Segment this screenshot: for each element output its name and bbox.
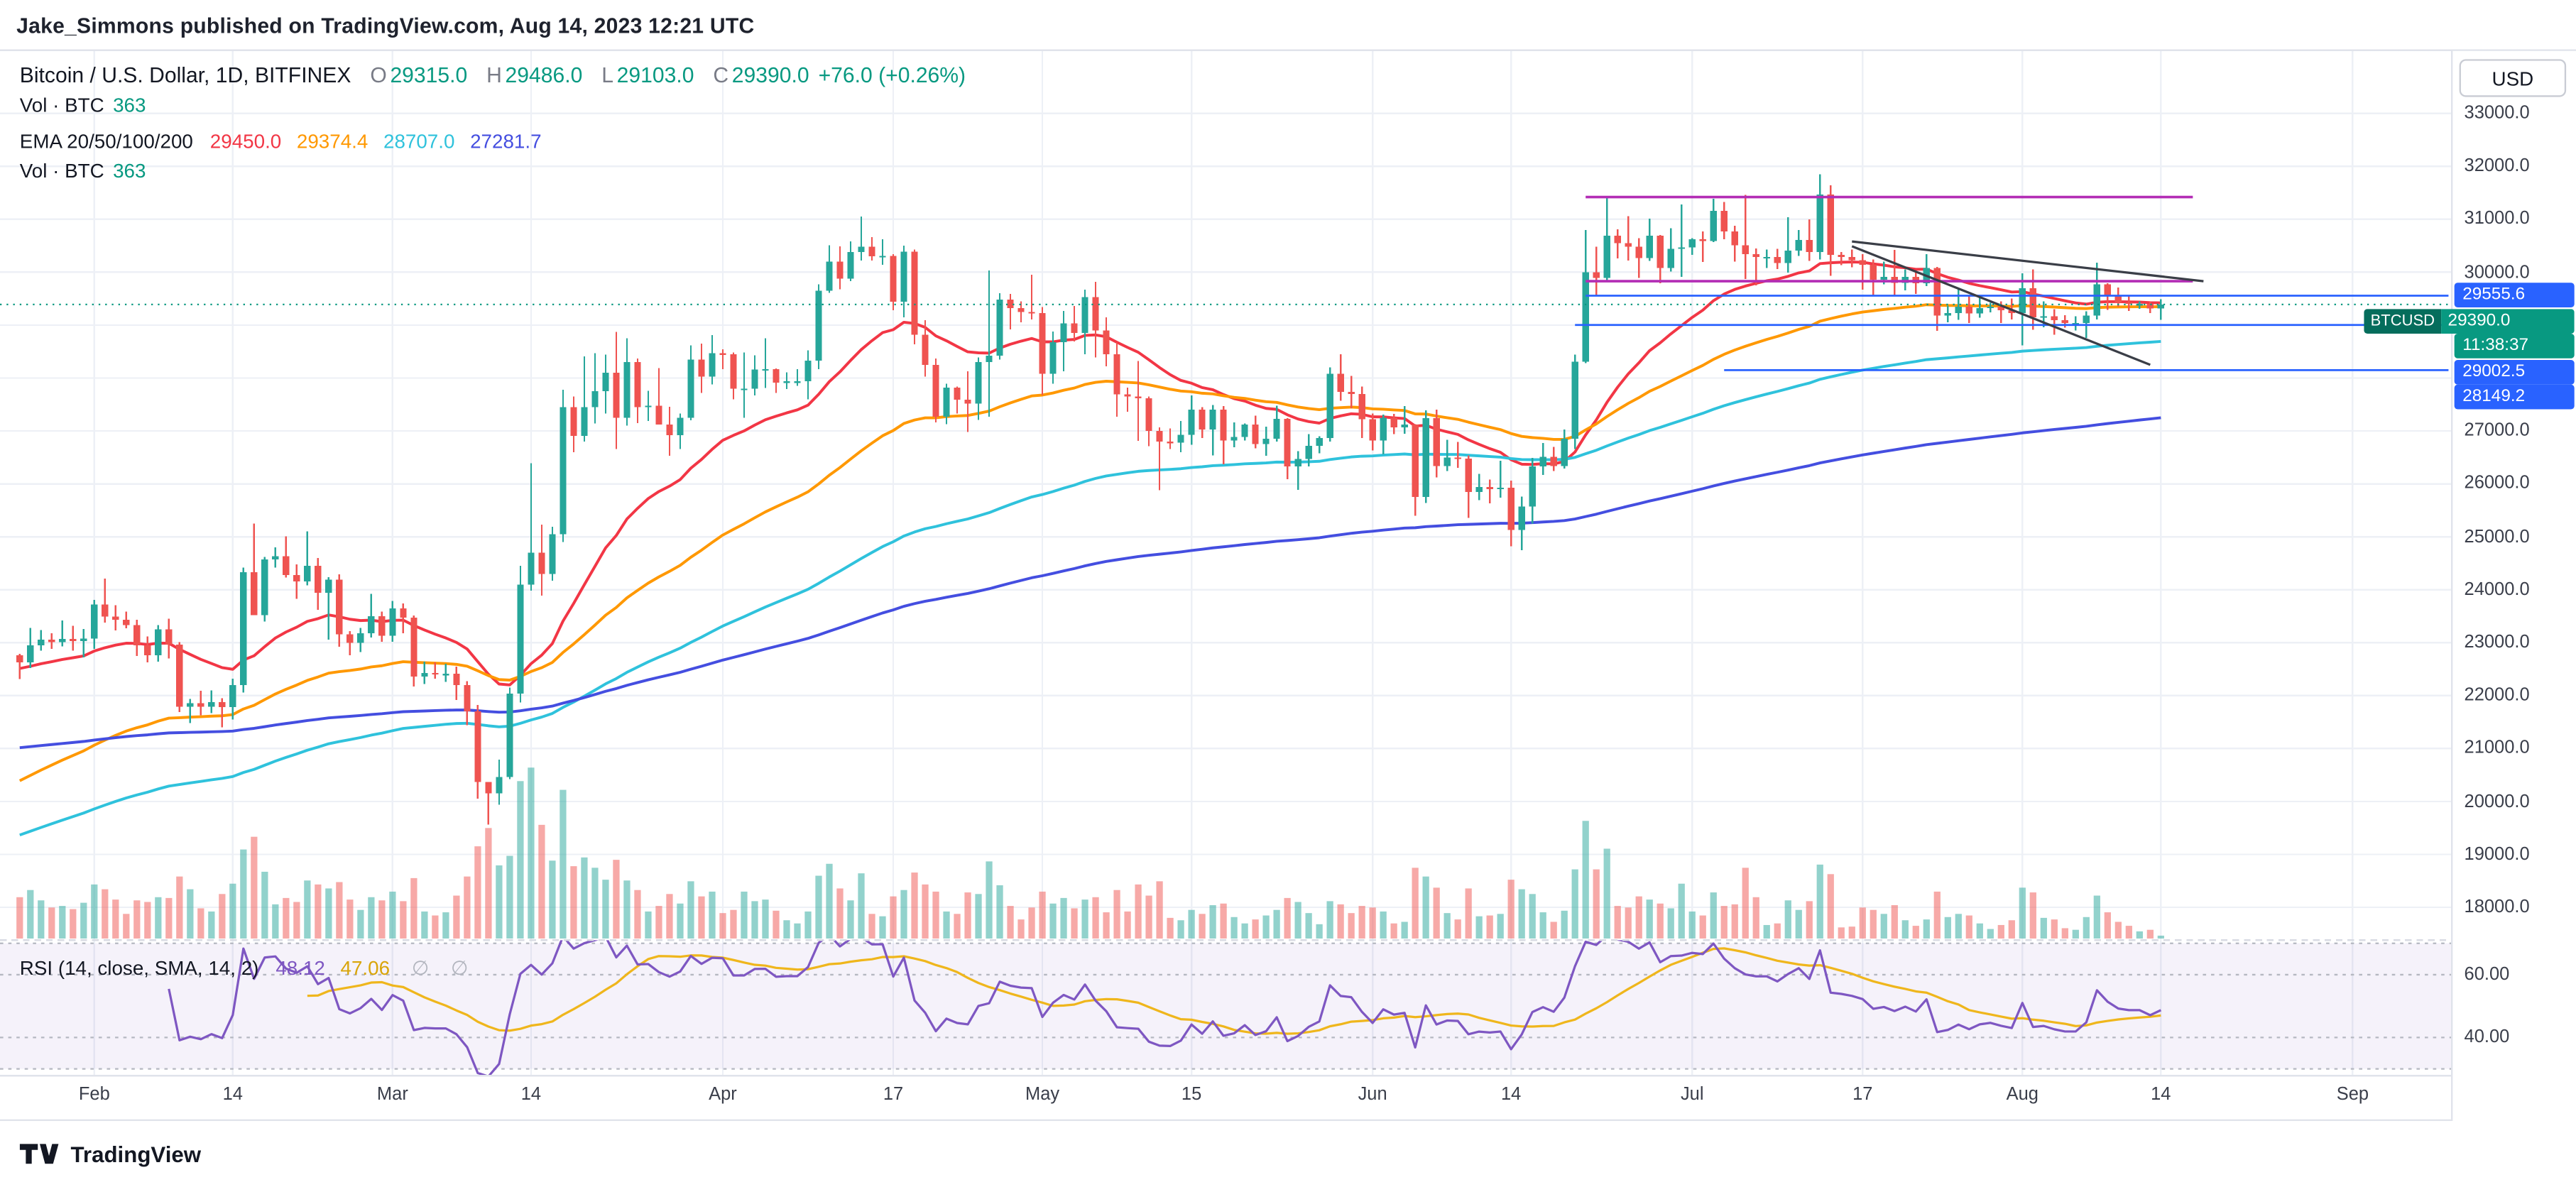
tradingview-logo[interactable]: TradingView bbox=[19, 1136, 202, 1172]
open-value: 29315.0 bbox=[390, 62, 468, 87]
price-tick: 18000.0 bbox=[2464, 897, 2530, 917]
rsi-tick: 40.00 bbox=[2464, 1027, 2510, 1048]
price-tick: 25000.0 bbox=[2464, 527, 2530, 547]
price-tick: 30000.0 bbox=[2464, 262, 2530, 283]
time-tick: 17 bbox=[883, 1085, 904, 1105]
price-tick: 20000.0 bbox=[2464, 792, 2530, 811]
ema20-value: 29450.0 bbox=[209, 129, 282, 153]
low-value: 29103.0 bbox=[616, 62, 694, 87]
time-tick: 14 bbox=[222, 1085, 244, 1105]
chart-canvas[interactable] bbox=[0, 0, 2576, 1122]
alert-line-price-label[interactable]: 28149.2 bbox=[2454, 385, 2575, 410]
low-label: L bbox=[601, 62, 614, 87]
ema200-value: 27281.7 bbox=[470, 129, 542, 153]
time-tick: Mar bbox=[376, 1085, 408, 1105]
high-label: H bbox=[486, 62, 502, 87]
alert-line-price-label[interactable]: 29555.6 bbox=[2454, 283, 2575, 308]
ema50-value: 29374.4 bbox=[296, 129, 369, 153]
price-axis[interactable]: USD 33000.0 32000.0 31000.0 30000.0 27000.0 2… bbox=[2364, 50, 2576, 1122]
time-tick: 15 bbox=[1181, 1085, 1202, 1105]
time-tick: Apr bbox=[709, 1085, 737, 1105]
volume-label: Vol · BTC bbox=[19, 93, 104, 117]
time-tick: 14 bbox=[1500, 1085, 1522, 1105]
close-label: C bbox=[713, 62, 729, 87]
rsi-legend[interactable]: RSI (14, close, SMA, 14, 2) 48.12 47.06 … bbox=[20, 955, 468, 981]
price-tick: 26000.0 bbox=[2464, 474, 2530, 494]
time-tick: May bbox=[1025, 1085, 1060, 1105]
symbol-legend-row[interactable]: Bitcoin / U.S. Dollar, 1D, BITFINEX O 293… bbox=[20, 59, 966, 90]
rsi-empty-icon-1: ∅ bbox=[411, 956, 430, 980]
time-tick: 14 bbox=[520, 1085, 542, 1105]
tradingview-logo-text: TradingView bbox=[70, 1141, 202, 1166]
time-tick: 14 bbox=[2151, 1085, 2171, 1105]
tradingview-logo-icon bbox=[19, 1144, 59, 1164]
time-tick: Jul bbox=[1680, 1085, 1704, 1105]
time-tick: Feb bbox=[78, 1085, 110, 1105]
bar-countdown-label: 11:38:37 bbox=[2454, 334, 2575, 359]
volume-value-2: 363 bbox=[113, 159, 146, 182]
time-tick: 17 bbox=[1852, 1085, 1873, 1105]
volume-value: 363 bbox=[113, 93, 146, 117]
change-value: +76.0 (+0.26%) bbox=[818, 62, 966, 87]
ema-label: EMA 20/50/100/200 bbox=[19, 129, 193, 153]
time-tick: Aug bbox=[2006, 1085, 2039, 1105]
bottom-bar: TradingView bbox=[0, 1121, 2576, 1187]
price-tick: 21000.0 bbox=[2464, 738, 2530, 759]
ema-legend[interactable]: EMA 20/50/100/200 29450.0 29374.4 28707.… bbox=[20, 126, 966, 156]
rsi-sma-value: 47.06 bbox=[340, 956, 391, 980]
last-price-value: 29390.0 bbox=[2441, 309, 2575, 334]
time-axis[interactable]: Feb 14 Mar 14 Apr 17 May 15 Jun 14 Jul 17 Aug 14 Sep bbox=[0, 1076, 2452, 1120]
price-tick: 22000.0 bbox=[2464, 685, 2530, 706]
price-tick: 31000.0 bbox=[2464, 209, 2530, 229]
price-tick: 27000.0 bbox=[2464, 421, 2530, 441]
price-tick: 19000.0 bbox=[2464, 844, 2530, 865]
symbol-price-label: BTCUSD 29390.0 bbox=[2364, 309, 2575, 334]
volume-legend-bottom[interactable]: Vol · BTC 363 bbox=[20, 156, 966, 186]
symbol-tag: BTCUSD bbox=[2364, 309, 2442, 334]
rsi-label: RSI (14, close, SMA, 14, 2) bbox=[19, 956, 259, 980]
close-value: 29390.0 bbox=[731, 62, 809, 87]
alert-line-price-label[interactable]: 29002.5 bbox=[2454, 359, 2575, 385]
high-value: 29486.0 bbox=[505, 62, 583, 87]
rsi-tick: 60.00 bbox=[2464, 965, 2510, 985]
symbol-title[interactable]: Bitcoin / U.S. Dollar, 1D, BITFINEX bbox=[19, 62, 351, 87]
rsi-empty-icon-2: ∅ bbox=[451, 956, 469, 980]
price-tick: 32000.0 bbox=[2464, 156, 2530, 177]
published-line: Jake_Simmons published on TradingView.co… bbox=[0, 0, 2576, 50]
time-tick: Sep bbox=[2336, 1085, 2369, 1105]
time-tick: Jun bbox=[1358, 1085, 1387, 1105]
volume-legend-top[interactable]: Vol · BTC 363 bbox=[20, 90, 966, 120]
price-tick: 24000.0 bbox=[2464, 579, 2530, 600]
ema100-value: 28707.0 bbox=[383, 129, 455, 153]
price-tick: 33000.0 bbox=[2464, 103, 2530, 124]
chart-legend: Bitcoin / U.S. Dollar, 1D, BITFINEX O 293… bbox=[20, 59, 966, 185]
price-tick: 23000.0 bbox=[2464, 633, 2530, 653]
open-label: O bbox=[370, 62, 387, 87]
currency-usd-button[interactable]: USD bbox=[2459, 59, 2567, 97]
rsi-value: 48.12 bbox=[275, 956, 325, 980]
volume-label-2: Vol · BTC bbox=[19, 159, 104, 182]
